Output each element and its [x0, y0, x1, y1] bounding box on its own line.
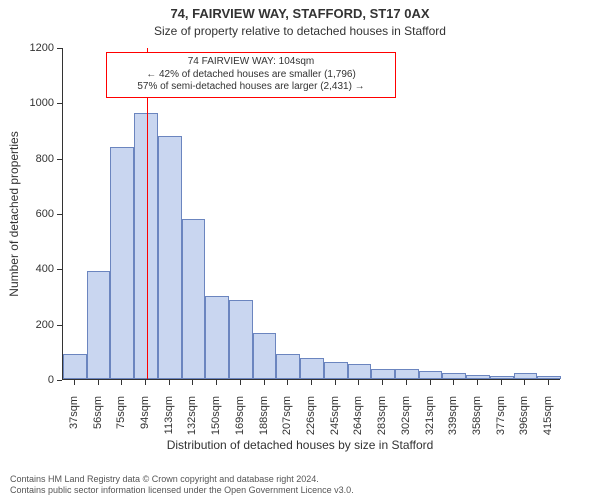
x-tick-mark [240, 380, 241, 385]
y-tick-mark [57, 325, 62, 326]
x-tick-label: 415sqm [542, 396, 554, 435]
x-tick-label: 150sqm [210, 396, 222, 435]
histogram-bar [276, 354, 300, 379]
histogram-bar [300, 358, 324, 379]
y-tick-label: 800 [22, 153, 54, 165]
x-tick-mark [406, 380, 407, 385]
y-tick-mark [57, 214, 62, 215]
histogram-bar [110, 147, 134, 379]
chart-plot-area [62, 48, 560, 380]
callout-line: ← 42% of detached houses are smaller (1,… [113, 69, 389, 82]
histogram-bar [87, 271, 111, 379]
x-tick-label: 75sqm [115, 396, 127, 429]
x-tick-mark [358, 380, 359, 385]
x-tick-label: 264sqm [352, 396, 364, 435]
y-tick-label: 1200 [22, 42, 54, 54]
y-tick-label: 200 [22, 319, 54, 331]
x-tick-label: 302sqm [400, 396, 412, 435]
y-tick-label: 600 [22, 208, 54, 220]
x-tick-label: 358sqm [471, 396, 483, 435]
x-tick-mark [453, 380, 454, 385]
histogram-bar [371, 369, 395, 379]
x-tick-mark [264, 380, 265, 385]
x-tick-mark [287, 380, 288, 385]
x-tick-label: 169sqm [234, 396, 246, 435]
x-tick-label: 339sqm [447, 396, 459, 435]
x-tick-mark [169, 380, 170, 385]
y-axis-label: Number of detached properties [7, 131, 21, 296]
callout-box: 74 FAIRVIEW WAY: 104sqm← 42% of detached… [106, 52, 396, 98]
histogram-bar [490, 376, 514, 379]
y-tick-label: 400 [22, 263, 54, 275]
x-tick-label: 226sqm [305, 396, 317, 435]
page-subtitle: Size of property relative to detached ho… [0, 24, 600, 38]
x-tick-label: 283sqm [376, 396, 388, 435]
x-tick-label: 113sqm [163, 396, 175, 434]
x-tick-label: 132sqm [186, 396, 198, 435]
x-tick-label: 188sqm [258, 396, 270, 435]
y-tick-label: 0 [22, 374, 54, 386]
x-tick-label: 56sqm [92, 396, 104, 429]
histogram-bar [514, 373, 538, 379]
x-tick-mark [216, 380, 217, 385]
histogram-bar [419, 371, 443, 379]
x-tick-mark [501, 380, 502, 385]
page-title: 74, FAIRVIEW WAY, STAFFORD, ST17 0AX [0, 6, 600, 21]
x-tick-mark [121, 380, 122, 385]
x-tick-mark [74, 380, 75, 385]
callout-line: 57% of semi-detached houses are larger (… [113, 81, 389, 94]
x-tick-mark [192, 380, 193, 385]
histogram-bar [158, 136, 182, 379]
x-tick-mark [548, 380, 549, 385]
x-axis-label: Distribution of detached houses by size … [0, 438, 600, 452]
x-tick-label: 377sqm [495, 396, 507, 435]
x-tick-mark [311, 380, 312, 385]
x-tick-mark [382, 380, 383, 385]
x-tick-label: 94sqm [139, 396, 151, 429]
histogram-bar [395, 369, 419, 379]
x-tick-mark [430, 380, 431, 385]
x-tick-mark [477, 380, 478, 385]
x-tick-mark [524, 380, 525, 385]
x-tick-label: 321sqm [424, 396, 436, 435]
y-tick-label: 1000 [22, 97, 54, 109]
histogram-bar [442, 373, 466, 379]
histogram-bar [348, 364, 372, 379]
attribution-line: Contains public sector information licen… [10, 485, 354, 496]
x-tick-mark [145, 380, 146, 385]
y-tick-mark [57, 48, 62, 49]
attribution-text: Contains HM Land Registry data © Crown c… [10, 474, 354, 497]
histogram-bar [229, 300, 253, 379]
x-tick-mark [98, 380, 99, 385]
y-tick-mark [57, 269, 62, 270]
histogram-bar [324, 362, 348, 379]
histogram-bar [63, 354, 87, 379]
histogram-bar [537, 376, 561, 379]
x-tick-label: 396sqm [518, 396, 530, 435]
y-tick-mark [57, 103, 62, 104]
x-tick-mark [335, 380, 336, 385]
x-tick-label: 245sqm [329, 396, 341, 435]
x-tick-label: 207sqm [281, 396, 293, 435]
y-tick-mark [57, 380, 62, 381]
x-tick-label: 37sqm [68, 396, 80, 429]
histogram-bar [466, 375, 490, 379]
reference-line [147, 48, 148, 379]
y-tick-mark [57, 159, 62, 160]
histogram-bar [205, 296, 229, 379]
histogram-bar [253, 333, 277, 379]
histogram-bar [182, 219, 206, 379]
callout-line: 74 FAIRVIEW WAY: 104sqm [113, 56, 389, 69]
attribution-line: Contains HM Land Registry data © Crown c… [10, 474, 354, 485]
